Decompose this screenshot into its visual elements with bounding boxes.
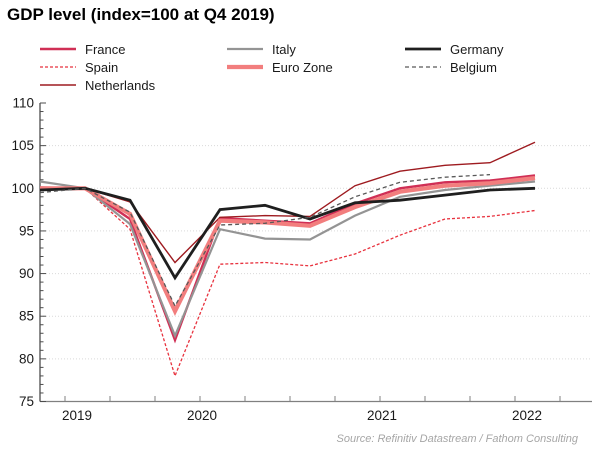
netherlands-line-swatch-icon (40, 84, 76, 86)
x-tick-label: 2022 (512, 408, 542, 423)
spain-line-swatch-icon (40, 66, 76, 68)
belgium-line-swatch-icon (405, 66, 441, 68)
legend-item-germany: Germany (405, 41, 503, 57)
legend-label: Germany (450, 41, 504, 57)
euro-zone-line-swatch-icon (227, 64, 263, 70)
legend-item-euro-zone: Euro Zone (227, 59, 333, 75)
y-tick-label: 105 (11, 138, 34, 153)
y-tick-label: 85 (19, 309, 34, 324)
y-tick-label: 110 (12, 96, 34, 111)
x-tick-label: 2021 (367, 408, 397, 423)
y-tick-label: 90 (19, 266, 34, 281)
series-netherlands (39, 141, 536, 264)
legend-label: Netherlands (85, 77, 156, 93)
france-line-swatch-icon (40, 47, 76, 51)
y-tick-label: 75 (19, 394, 34, 409)
x-tick-label: 2020 (187, 408, 217, 423)
chart-legend: France Spain Netherlands Italy Euro Zone Germ… (0, 0, 605, 95)
chart-plot-area: 75 80 85 90 95 100 105 110 2019 2020 2021 2022 (11, 96, 592, 423)
x-axis-labels: 2019 2020 2021 2022 (62, 408, 542, 423)
legend-item-netherlands: Netherlands (40, 77, 155, 93)
series-germany (39, 186, 536, 281)
germany-line-swatch-icon (405, 47, 441, 51)
source-attribution: Source: Refinitiv Datastream / Fathom Co… (336, 433, 579, 445)
axes (39, 102, 592, 403)
legend-item-spain: Spain (40, 59, 118, 75)
legend-label: France (85, 41, 126, 57)
x-tick-label: 2019 (62, 408, 92, 423)
legend-item-france: France (40, 41, 125, 57)
legend-item-italy: Italy (227, 41, 296, 57)
series-france (39, 174, 536, 344)
chart-title: GDP level (index=100 at Q4 2019) (7, 5, 275, 24)
legend-label: Italy (272, 41, 296, 57)
series-belgium (39, 173, 491, 308)
legend-label: Spain (85, 59, 119, 75)
y-tick-label: 100 (11, 181, 34, 196)
legend-label: Euro Zone (272, 59, 333, 75)
series-euro-zone (40, 176, 536, 316)
legend-item-belgium: Belgium (405, 59, 497, 75)
y-tick-label: 80 (19, 351, 34, 366)
series-spain (39, 187, 536, 378)
italy-line-swatch-icon (227, 47, 263, 51)
y-axis-labels: 75 80 85 90 95 100 105 110 (11, 96, 34, 410)
y-tick-label: 95 (19, 223, 34, 238)
legend-label: Belgium (450, 59, 497, 75)
series-italy (39, 180, 536, 339)
